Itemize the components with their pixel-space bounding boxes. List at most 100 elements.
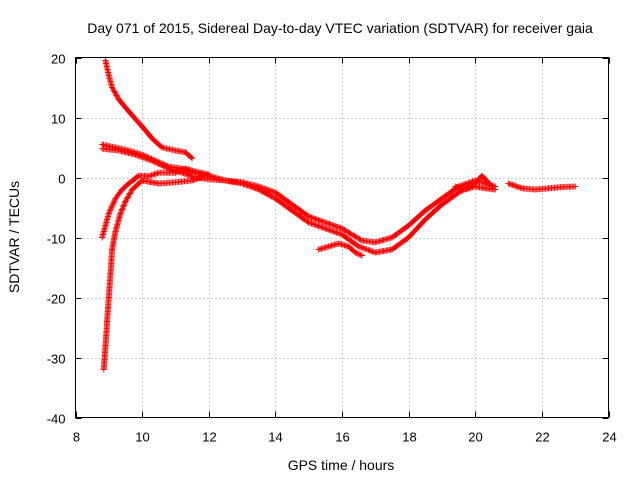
series-markers: [505, 180, 579, 193]
data-point: [561, 186, 563, 188]
y-tick-label: -20: [47, 292, 66, 307]
axis-ticks: 8 10 12 14 16 18 20 22 24 -40 -30 -20 -10 0 10 20: [47, 52, 617, 445]
data-point: [441, 197, 443, 200]
x-tick-label: 16: [335, 430, 349, 445]
data-point: [274, 197, 277, 200]
series-arc-rising-low: [100, 171, 212, 373]
series-arc-inner: [99, 165, 212, 241]
data-point: [407, 236, 410, 239]
data-point: [101, 147, 103, 150]
data-point: [124, 200, 127, 203]
data-point: [106, 320, 108, 323]
data-point: [291, 203, 293, 206]
data-point: [494, 188, 497, 191]
y-axis-title: SDTVAR / TECUs: [6, 181, 22, 293]
series-arc-descending-high: [102, 57, 196, 162]
data-point: [307, 221, 310, 224]
data-point: [484, 182, 487, 185]
data-point: [454, 185, 457, 188]
data-point: [184, 151, 187, 154]
data-point: [128, 182, 130, 185]
data-point: [407, 224, 410, 227]
data-point: [574, 185, 576, 188]
data-point: [174, 171, 177, 174]
data-point: [134, 153, 137, 156]
y-tick-label: 10: [51, 112, 65, 127]
data-point: [424, 209, 427, 212]
data-point: [103, 368, 105, 371]
data-point: [391, 248, 393, 251]
data-point: [118, 149, 120, 152]
data-point: [119, 212, 122, 215]
data-point: [307, 215, 310, 218]
data-point: [391, 236, 393, 239]
data-point: [351, 233, 353, 236]
x-tick-label: 24: [602, 430, 616, 445]
data-point: [168, 167, 170, 170]
data-point: [194, 170, 197, 173]
data-series: [99, 57, 579, 373]
data-point: [111, 86, 113, 89]
data-point: [138, 174, 140, 177]
data-point: [347, 245, 350, 248]
data-point: [174, 181, 177, 184]
data-point: [191, 157, 193, 160]
y-tick-label: 0: [58, 172, 65, 187]
series-arc-dip: [315, 240, 365, 259]
data-point: [109, 272, 112, 275]
data-point: [464, 188, 467, 191]
data-point: [507, 182, 510, 185]
data-point: [208, 173, 210, 176]
series-markers: [102, 57, 196, 162]
data-point: [327, 245, 330, 248]
data-point: [158, 171, 160, 174]
y-tick-label: -10: [47, 232, 66, 247]
data-point: [101, 236, 103, 239]
data-point: [101, 143, 103, 146]
x-tick-label: 12: [202, 430, 216, 445]
data-point: [324, 227, 327, 230]
data-point: [114, 230, 117, 233]
data-point: [424, 218, 427, 221]
x-tick-label: 20: [468, 430, 482, 445]
data-point: [481, 174, 483, 177]
data-point: [174, 149, 177, 152]
data-point: [108, 212, 110, 215]
data-point: [104, 59, 107, 62]
data-point: [118, 98, 120, 101]
y-tick-label: -40: [47, 412, 66, 427]
data-point: [354, 251, 357, 254]
data-point: [148, 175, 150, 178]
data-point: [108, 74, 110, 77]
data-point: [104, 344, 107, 347]
data-point: [184, 167, 187, 170]
y-tick-label: 20: [51, 52, 65, 67]
data-point: [114, 197, 117, 200]
chart-title: Day 071 of 2015, Sidereal Day-to-day VTE…: [87, 20, 593, 36]
data-point: [474, 185, 477, 188]
data-point: [291, 209, 293, 212]
series-markers: [99, 141, 499, 246]
data-point: [521, 187, 523, 190]
data-point: [104, 224, 107, 227]
data-point: [374, 251, 377, 254]
data-point: [274, 191, 277, 194]
data-point: [341, 233, 343, 236]
data-point: [441, 203, 443, 206]
data-point: [337, 242, 340, 245]
data-point: [224, 179, 227, 182]
data-point: [108, 296, 110, 299]
data-point: [161, 146, 163, 149]
data-point: [457, 191, 460, 194]
data-point: [111, 248, 113, 251]
data-point: [191, 179, 193, 182]
data-point: [151, 137, 153, 140]
data-point: [317, 248, 320, 251]
data-point: [341, 227, 343, 230]
data-point: [141, 179, 143, 182]
x-tick-label: 18: [402, 430, 416, 445]
data-point: [151, 159, 153, 162]
x-tick-label: 8: [73, 430, 80, 445]
data-point: [128, 110, 130, 113]
